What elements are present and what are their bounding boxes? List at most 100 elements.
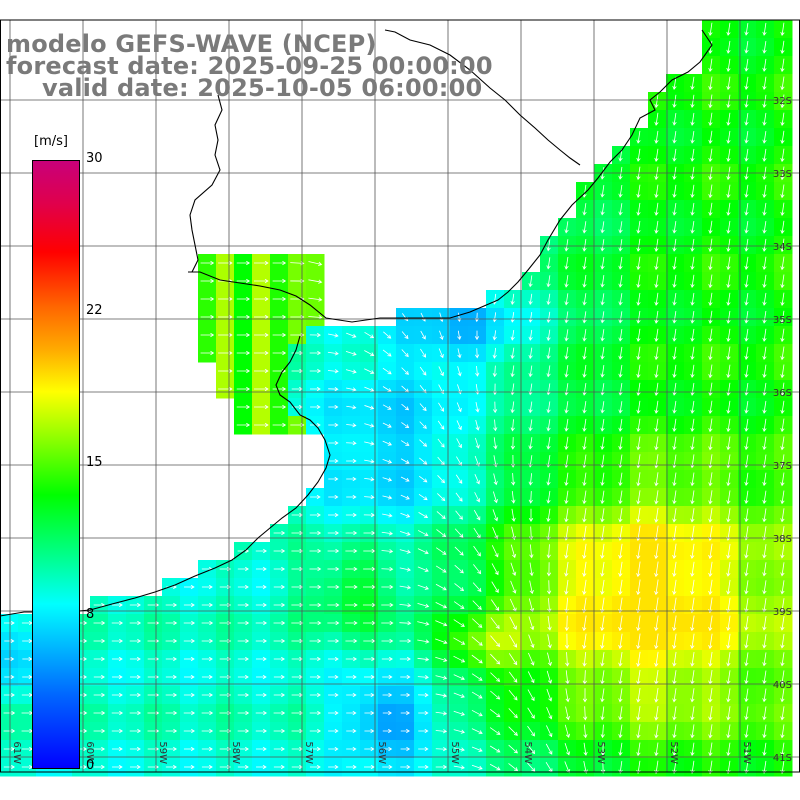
wind-arrow xyxy=(382,386,392,392)
wind-arrow xyxy=(382,367,392,375)
wind-arrow xyxy=(780,544,785,559)
wind-arrow xyxy=(528,311,533,323)
wind-arrow xyxy=(726,724,731,739)
wind-arrow xyxy=(490,690,501,700)
wind-arrow xyxy=(672,742,677,757)
wind-arrow xyxy=(726,220,731,234)
wind-arrow xyxy=(654,274,659,289)
wind-arrow xyxy=(600,761,606,774)
wind-arrow xyxy=(528,616,535,631)
wind-arrow xyxy=(762,472,767,487)
wind-arrow xyxy=(93,746,106,752)
wind-arrow xyxy=(345,584,358,590)
wind-arrow xyxy=(618,651,623,667)
wind-arrow xyxy=(381,656,393,662)
wind-arrow xyxy=(565,688,570,703)
wind-arrow xyxy=(726,561,731,577)
coastline xyxy=(0,29,713,617)
wind-arrow xyxy=(489,727,501,735)
wind-arrow xyxy=(690,292,695,306)
wind-arrow xyxy=(400,674,411,680)
wind-arrow xyxy=(219,746,232,752)
wind-arrow xyxy=(636,615,641,632)
wind-arrow xyxy=(744,598,749,613)
wind-arrow xyxy=(147,620,160,626)
wind-arrow xyxy=(455,474,463,484)
wind-arrow xyxy=(346,494,357,500)
wind-arrow xyxy=(582,203,587,216)
wind-arrow xyxy=(184,674,195,680)
wind-arrow xyxy=(780,328,785,343)
wind-arrow xyxy=(346,728,357,734)
wind-arrow xyxy=(690,202,695,216)
wind-arrow xyxy=(528,419,533,432)
wind-arrow xyxy=(762,310,767,324)
wind-arrow xyxy=(744,580,749,595)
wind-arrow xyxy=(272,422,287,428)
wind-arrow xyxy=(201,656,213,662)
wind-arrow xyxy=(237,602,250,608)
wind-arrow xyxy=(780,58,785,73)
lat-lon-grid: 32S 33S 34S 35S 36S 37S 38S 39S 40S 41S 61W 60W 59W 5… xyxy=(0,19,800,773)
wind-arrow xyxy=(744,634,749,649)
wind-arrow xyxy=(762,706,767,721)
wind-arrow xyxy=(22,638,33,644)
title-model: modelo GEFS-WAVE (NCEP) xyxy=(6,30,377,58)
wind-arrow xyxy=(582,293,587,306)
wind-arrow xyxy=(456,402,462,413)
wind-arrow xyxy=(762,58,767,72)
wind-arrow xyxy=(600,724,605,739)
wind-arrow xyxy=(474,492,481,503)
longitude-label: 61W xyxy=(11,741,22,764)
wind-arrow xyxy=(582,364,587,378)
wind-arrow xyxy=(726,310,731,324)
wind-arrow xyxy=(471,673,483,681)
wind-arrow xyxy=(600,543,605,559)
wind-arrow xyxy=(218,296,233,302)
wind-arrow xyxy=(690,346,695,361)
wind-arrow xyxy=(708,94,713,109)
wind-arrow xyxy=(726,130,731,144)
wind-arrow xyxy=(762,418,767,432)
wind-arrow xyxy=(328,494,339,500)
wind-arrow xyxy=(744,616,749,631)
wind-arrow xyxy=(726,328,731,342)
wind-arrow xyxy=(382,710,392,716)
wind-arrow xyxy=(762,130,767,144)
wind-arrow xyxy=(309,584,322,590)
wind-arrow xyxy=(708,490,713,505)
wind-arrow xyxy=(438,348,444,359)
wind-arrow xyxy=(564,401,569,414)
wind-arrow xyxy=(382,349,392,357)
wind-arrow xyxy=(744,490,749,505)
wind-arrow xyxy=(165,656,177,662)
wind-arrow xyxy=(419,421,427,429)
wind-arrow xyxy=(672,328,677,342)
wind-arrow xyxy=(780,562,785,577)
wind-arrow xyxy=(254,386,269,392)
wind-arrow xyxy=(417,530,429,537)
wind-arrow xyxy=(508,744,518,754)
wind-arrow xyxy=(308,315,323,320)
wind-arrow xyxy=(165,602,178,608)
wind-arrow xyxy=(583,724,588,739)
wind-arrow xyxy=(546,293,551,306)
wind-arrow xyxy=(528,347,533,360)
wind-arrow xyxy=(364,386,375,392)
wind-arrow xyxy=(528,329,533,341)
wind-arrow xyxy=(219,674,232,680)
wind-arrow xyxy=(762,382,767,396)
wind-arrow xyxy=(672,490,677,505)
wind-arrow xyxy=(726,148,731,162)
wind-arrow xyxy=(546,275,551,288)
wind-arrow xyxy=(490,617,500,630)
wind-arrow xyxy=(546,707,553,720)
wind-arrow xyxy=(744,688,749,703)
wind-arrow xyxy=(400,728,410,734)
wind-arrow xyxy=(492,330,497,341)
wind-arrow xyxy=(744,472,749,487)
wind-arrow xyxy=(454,546,464,556)
wind-arrow xyxy=(309,350,322,356)
wind-arrow xyxy=(762,256,767,271)
wind-arrow xyxy=(708,633,713,650)
